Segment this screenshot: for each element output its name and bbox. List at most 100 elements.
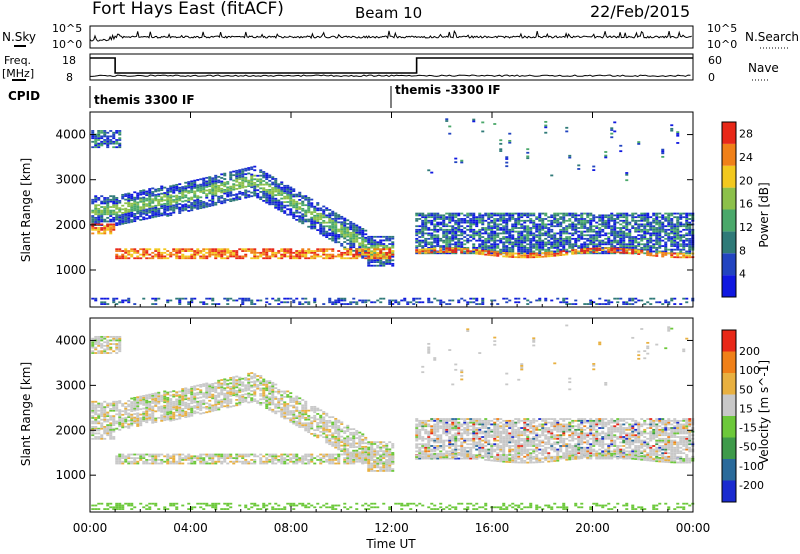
heatmap-cell bbox=[196, 397, 200, 400]
heatmap-cell bbox=[373, 261, 377, 263]
heatmap-cell bbox=[118, 131, 122, 134]
heatmap-cell bbox=[517, 301, 521, 304]
heatmap-cell bbox=[541, 221, 545, 224]
heatmap-cell bbox=[349, 246, 353, 249]
heatmap-cell bbox=[169, 457, 173, 460]
heatmap-cell bbox=[298, 193, 302, 196]
heatmap-cell bbox=[241, 257, 245, 260]
heatmap-cell bbox=[193, 399, 197, 402]
heatmap-cell bbox=[223, 405, 227, 408]
heatmap-cell bbox=[280, 194, 284, 196]
heatmap-cell bbox=[217, 303, 221, 305]
heatmap-cell bbox=[493, 246, 497, 249]
heatmap-cell bbox=[316, 255, 320, 258]
heatmap-cell bbox=[280, 255, 284, 258]
heatmap-cell bbox=[502, 237, 506, 240]
heatmap-cell bbox=[562, 232, 566, 235]
heatmap-cell bbox=[166, 301, 170, 304]
heatmap-cell bbox=[643, 228, 647, 231]
heatmap-cell bbox=[124, 457, 128, 460]
heatmap-cell bbox=[439, 239, 443, 242]
heatmap-cell bbox=[268, 255, 272, 258]
heatmap-cell bbox=[250, 175, 254, 178]
heatmap-cell bbox=[685, 250, 689, 253]
heatmap-cell bbox=[451, 236, 455, 238]
heatmap-cell bbox=[502, 236, 506, 238]
heatmap-cell bbox=[337, 237, 341, 240]
heatmap-cell bbox=[334, 221, 338, 224]
heatmap-cell bbox=[574, 239, 578, 242]
heatmap-cell bbox=[673, 234, 677, 237]
heatmap-cell bbox=[163, 392, 167, 395]
heatmap-cell bbox=[547, 216, 551, 219]
heatmap-cell bbox=[205, 176, 209, 179]
heatmap-cell bbox=[94, 508, 98, 510]
heatmap-cell bbox=[91, 232, 95, 235]
heatmap-cell bbox=[211, 397, 215, 400]
heatmap-cell bbox=[103, 225, 107, 228]
heatmap-cell bbox=[640, 299, 644, 302]
heatmap-cell bbox=[502, 218, 506, 220]
heatmap-cell bbox=[178, 405, 182, 407]
heatmap-cell bbox=[610, 251, 614, 253]
heatmap-cell bbox=[148, 248, 152, 251]
heatmap-cell bbox=[148, 217, 152, 219]
heatmap-cell bbox=[184, 248, 188, 251]
heatmap-cell bbox=[190, 297, 194, 300]
heatmap-cell bbox=[301, 220, 305, 223]
heatmap-cell bbox=[211, 404, 215, 407]
heatmap-cell bbox=[118, 401, 122, 404]
heatmap-cell bbox=[592, 218, 596, 220]
heatmap-cell bbox=[178, 453, 182, 456]
heatmap-cell bbox=[175, 418, 179, 421]
heatmap-cell bbox=[151, 453, 155, 456]
heatmap-cell bbox=[664, 218, 668, 220]
heatmap-cell bbox=[175, 462, 179, 465]
heatmap-cell bbox=[277, 188, 281, 191]
heatmap-cell bbox=[610, 247, 614, 250]
heatmap-cell bbox=[202, 202, 206, 205]
heatmap-cell bbox=[97, 144, 101, 147]
heatmap-cell bbox=[487, 228, 491, 231]
heatmap-cell bbox=[367, 248, 371, 251]
heatmap-cell bbox=[490, 216, 494, 219]
heatmap-cell bbox=[208, 394, 212, 397]
heatmap-cell bbox=[103, 220, 107, 223]
heatmap-cell bbox=[160, 199, 164, 202]
heatmap-cell bbox=[568, 232, 572, 235]
heatmap-cell bbox=[652, 239, 656, 242]
heatmap-cell bbox=[256, 299, 260, 302]
heatmap-cell bbox=[289, 204, 293, 207]
heatmap-cell bbox=[229, 255, 233, 258]
heatmap-cell bbox=[478, 253, 482, 255]
heatmap-cell bbox=[301, 197, 305, 199]
heatmap-cell bbox=[499, 239, 503, 242]
heatmap-cell bbox=[118, 350, 122, 353]
heatmap-cell bbox=[607, 301, 611, 304]
heatmap-cell bbox=[91, 225, 95, 228]
heatmap-cell bbox=[499, 253, 503, 256]
heatmap-cell bbox=[577, 237, 581, 240]
heatmap-cell bbox=[376, 246, 380, 249]
heatmap-cell bbox=[244, 193, 248, 195]
heatmap-cell bbox=[568, 236, 572, 238]
heatmap-cell bbox=[526, 243, 530, 246]
heatmap-cell bbox=[265, 248, 269, 251]
heatmap-cell bbox=[163, 186, 167, 189]
heatmap-cell bbox=[193, 457, 197, 460]
heatmap-cell bbox=[673, 297, 677, 300]
heatmap-cell bbox=[202, 257, 206, 260]
heatmap-cell bbox=[133, 248, 137, 251]
heatmap-cell bbox=[661, 228, 665, 231]
heatmap-cell bbox=[457, 237, 461, 240]
heatmap-cell bbox=[100, 303, 104, 305]
heatmap-cell bbox=[544, 223, 548, 226]
heatmap-cell bbox=[484, 228, 488, 231]
heatmap-cell bbox=[202, 460, 206, 463]
heatmap-cell bbox=[499, 248, 503, 251]
heatmap-cell bbox=[550, 299, 554, 302]
heatmap-cell bbox=[124, 251, 128, 254]
heatmap-cell bbox=[646, 216, 650, 219]
heatmap-cell bbox=[481, 246, 485, 249]
heatmap-cell bbox=[163, 390, 167, 393]
